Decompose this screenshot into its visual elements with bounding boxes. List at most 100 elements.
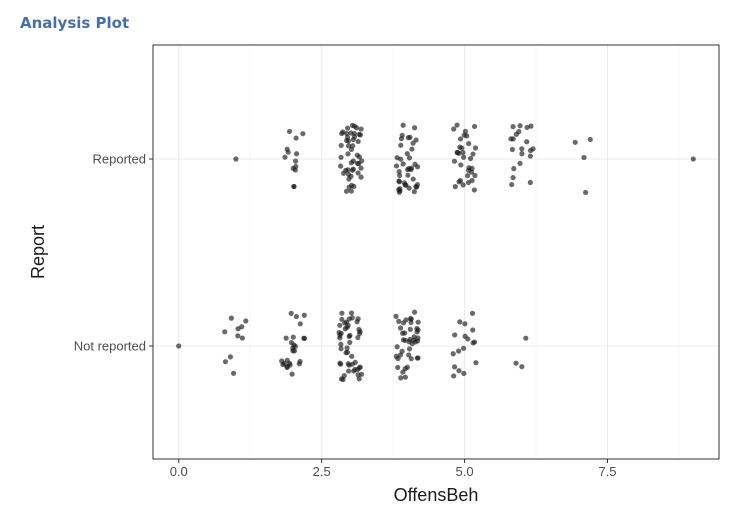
- data-point: [228, 315, 234, 321]
- data-point: [338, 163, 344, 169]
- data-point: [402, 366, 408, 372]
- data-point: [344, 324, 350, 330]
- data-point: [355, 334, 361, 341]
- data-point: [346, 368, 352, 374]
- data-point: [341, 373, 347, 379]
- data-point: [345, 125, 351, 131]
- x-tick-label: 7.5: [598, 464, 616, 479]
- data-point: [286, 128, 293, 135]
- data-point: [457, 136, 464, 142]
- data-point: [409, 146, 415, 152]
- data-point: [456, 179, 462, 185]
- data-point: [400, 161, 406, 167]
- data-point: [517, 160, 523, 166]
- data-point: [454, 122, 460, 128]
- data-point: [283, 335, 289, 341]
- data-point: [414, 184, 420, 190]
- data-points: [176, 122, 696, 383]
- data-point: [346, 176, 352, 182]
- data-point: [400, 330, 406, 336]
- data-point: [176, 343, 182, 349]
- data-point: [407, 316, 414, 322]
- data-point: [401, 180, 407, 186]
- x-tick-label: 0.0: [170, 464, 188, 479]
- x-tick-label: 2.5: [313, 464, 331, 479]
- data-point: [339, 310, 345, 316]
- data-point: [473, 360, 479, 366]
- data-point: [513, 360, 519, 366]
- data-point: [394, 155, 400, 161]
- data-point: [351, 183, 357, 190]
- data-point: [356, 154, 363, 160]
- data-point: [519, 364, 525, 370]
- data-point: [358, 174, 364, 180]
- data-point: [450, 351, 456, 357]
- data-point: [338, 341, 344, 347]
- data-point: [511, 166, 517, 172]
- data-point: [451, 364, 458, 370]
- data-point: [412, 125, 418, 131]
- y-axis-ticks: Not reported Reported: [74, 152, 153, 354]
- data-point: [527, 179, 533, 186]
- data-point: [451, 126, 457, 132]
- data-point: [357, 364, 363, 370]
- y-tick-label: Not reported: [74, 339, 146, 354]
- data-point: [452, 332, 458, 338]
- data-point: [402, 374, 408, 380]
- data-point: [393, 313, 399, 319]
- data-point: [466, 165, 472, 171]
- data-point: [227, 354, 234, 360]
- data-point: [472, 145, 479, 151]
- data-point: [346, 184, 352, 190]
- data-point: [284, 364, 290, 370]
- data-point: [344, 345, 350, 351]
- data-point: [345, 151, 351, 157]
- panel-border: [152, 44, 720, 460]
- page-title: Analysis Plot: [20, 14, 130, 32]
- data-point: [528, 123, 534, 129]
- data-point: [396, 187, 402, 193]
- data-point: [471, 187, 477, 193]
- data-point: [411, 309, 418, 315]
- data-point: [340, 129, 346, 135]
- data-point: [461, 370, 467, 377]
- data-point: [345, 143, 352, 149]
- data-point: [222, 359, 229, 365]
- data-point: [393, 163, 400, 169]
- data-point: [356, 376, 362, 382]
- data-point: [293, 163, 299, 170]
- data-point: [338, 330, 344, 336]
- y-axis-title: Report: [28, 225, 48, 279]
- data-point: [345, 171, 352, 178]
- data-point: [338, 346, 344, 352]
- data-point: [356, 326, 362, 333]
- data-point: [291, 348, 298, 354]
- data-point: [464, 133, 470, 139]
- data-point: [469, 177, 475, 184]
- data-point: [358, 126, 364, 132]
- data-point: [301, 312, 307, 318]
- data-point: [466, 140, 472, 147]
- data-point: [407, 336, 413, 343]
- data-point: [510, 124, 516, 130]
- x-axis-ticks: 0.0 2.5 5.0 7.5: [170, 459, 617, 479]
- data-point: [414, 355, 420, 361]
- data-point: [519, 151, 525, 157]
- data-point: [348, 130, 354, 136]
- data-point: [406, 352, 412, 358]
- data-point: [469, 310, 476, 316]
- data-point: [353, 125, 360, 131]
- grid-major-lines: [153, 45, 719, 459]
- data-point: [338, 154, 344, 160]
- data-point: [457, 319, 463, 325]
- data-point: [358, 165, 364, 171]
- data-point: [413, 137, 419, 143]
- data-point: [396, 168, 402, 175]
- data-point: [406, 185, 412, 191]
- data-point: [587, 136, 593, 143]
- data-point: [509, 146, 515, 153]
- data-point: [396, 318, 402, 324]
- data-point: [243, 318, 249, 324]
- data-point: [516, 129, 522, 135]
- data-point: [233, 156, 239, 162]
